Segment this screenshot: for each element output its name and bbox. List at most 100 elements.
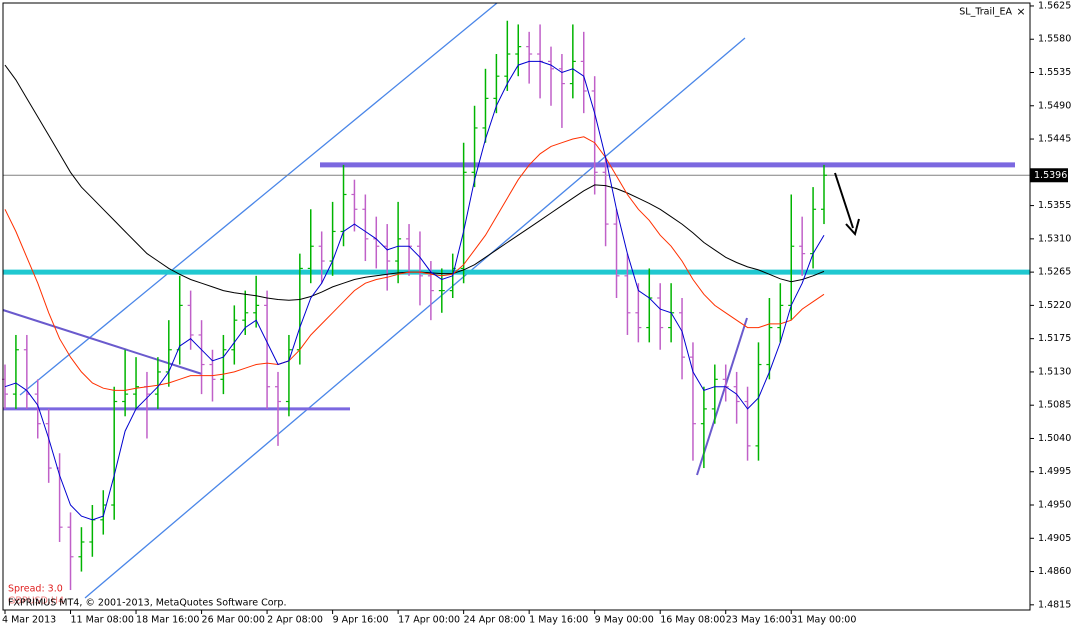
moving-average bbox=[4, 136, 825, 391]
y-tick-label: 1.5130 bbox=[1038, 366, 1071, 377]
price-bar bbox=[700, 386, 707, 469]
price-bar bbox=[111, 386, 118, 520]
price-bar bbox=[12, 334, 19, 409]
price-bar bbox=[657, 283, 664, 350]
last-price-box bbox=[1030, 168, 1068, 183]
price-bar bbox=[362, 194, 369, 262]
y-tick-label: 1.4905 bbox=[1038, 533, 1071, 544]
price-bar bbox=[799, 216, 806, 276]
copyright: FXPRIMUS MT4, © 2001-2013, MetaQuotes So… bbox=[8, 598, 286, 609]
channel-lower bbox=[84, 37, 746, 599]
price-bar bbox=[526, 31, 533, 84]
y-tick-label: 1.5490 bbox=[1038, 100, 1071, 111]
price-bar bbox=[285, 334, 292, 417]
price-bar bbox=[711, 364, 718, 424]
y-tick-label: 1.5085 bbox=[1038, 400, 1071, 411]
y-tick-label: 1.5535 bbox=[1038, 67, 1071, 78]
price-bar bbox=[307, 209, 314, 284]
price-bar bbox=[253, 275, 260, 328]
x-tick-label: 9 Apr 16:00 bbox=[333, 615, 389, 626]
price-bar bbox=[591, 76, 598, 195]
spread-text: Spread: 3.0 bbox=[8, 584, 63, 595]
indicator-label: SL_Trail_EA bbox=[959, 7, 1012, 18]
price-bar bbox=[635, 283, 642, 343]
price-bar bbox=[318, 231, 325, 284]
y-tick-label: 1.5175 bbox=[1038, 333, 1071, 344]
y-tick-label: 1.5265 bbox=[1038, 267, 1071, 278]
price-axis bbox=[1030, 0, 1071, 628]
y-tick-label: 1.4950 bbox=[1038, 500, 1071, 511]
x-tick-label: 16 May 08:00 bbox=[660, 615, 725, 626]
x-tick-label: 18 Mar 16:00 bbox=[136, 615, 199, 626]
price-bar bbox=[264, 290, 271, 409]
price-bar bbox=[154, 357, 161, 409]
trendline bbox=[696, 317, 748, 476]
y-tick-label: 1.4995 bbox=[1038, 466, 1071, 477]
x-tick-label: 4 Mar 2013 bbox=[2, 615, 56, 626]
y-tick-label: 1.5220 bbox=[1038, 300, 1071, 311]
price-bar bbox=[493, 54, 500, 114]
drawings bbox=[2, 2, 748, 599]
plot-border bbox=[2, 2, 1031, 611]
x-tick-label: 2 Apr 08:00 bbox=[267, 615, 323, 626]
close-icon[interactable]: × bbox=[1016, 5, 1025, 18]
x-tick-label: 9 May 00:00 bbox=[595, 615, 654, 626]
y-tick-label: 1.5580 bbox=[1038, 34, 1071, 45]
price-bar bbox=[504, 20, 511, 91]
price-bar bbox=[351, 179, 358, 232]
price-bar bbox=[231, 305, 238, 365]
x-tick-label: 26 Mar 00:00 bbox=[202, 615, 265, 626]
price-bar bbox=[613, 209, 620, 298]
price-bar bbox=[198, 320, 205, 395]
y-tick-label: 1.5310 bbox=[1038, 233, 1071, 244]
price-bar bbox=[78, 527, 85, 572]
x-tick-label: 17 Apr 00:00 bbox=[398, 615, 460, 626]
price-bar bbox=[471, 105, 478, 188]
x-tick-label: 23 May 16:00 bbox=[726, 615, 791, 626]
arrow-head bbox=[845, 218, 860, 237]
price-bar bbox=[624, 253, 631, 335]
price-bar bbox=[777, 283, 784, 343]
price-bar bbox=[122, 349, 129, 417]
price-bar bbox=[395, 201, 402, 284]
y-tick-label: 1.5445 bbox=[1038, 134, 1071, 145]
y-tick-label: 1.5625 bbox=[1038, 0, 1071, 11]
y-tick-label: 1.4860 bbox=[1038, 566, 1071, 577]
price-bar bbox=[689, 342, 696, 461]
y-tick-label: 1.5040 bbox=[1038, 433, 1071, 444]
symbol-text: GBPUSD,H4 bbox=[8, 596, 64, 607]
x-tick-label: 11 Mar 08:00 bbox=[71, 615, 134, 626]
price-bar bbox=[580, 31, 587, 114]
x-tick-label: 1 May 16:00 bbox=[529, 615, 588, 626]
price-bar bbox=[482, 68, 489, 143]
price-bar bbox=[384, 224, 391, 291]
price-bar bbox=[187, 290, 194, 350]
x-tick-label: 24 Apr 08:00 bbox=[464, 615, 526, 626]
y-tick-label: 1.5355 bbox=[1038, 200, 1071, 211]
y-tick-label: 1.4815 bbox=[1038, 599, 1071, 610]
price-bar bbox=[821, 164, 827, 225]
price-bar bbox=[679, 297, 686, 380]
arrow bbox=[834, 172, 854, 229]
price-bar bbox=[602, 157, 609, 247]
price-bar bbox=[755, 342, 762, 461]
price-bar bbox=[569, 24, 576, 99]
price-bar bbox=[34, 379, 41, 439]
price-bar bbox=[416, 231, 423, 306]
moving-average bbox=[4, 60, 825, 521]
x-tick-label: 31 May 00:00 bbox=[791, 615, 856, 626]
price-bar bbox=[733, 371, 740, 424]
price-bar bbox=[548, 46, 554, 106]
price-bar bbox=[460, 142, 467, 284]
price-bar bbox=[67, 512, 74, 591]
last-price-label: 1.5396 bbox=[1034, 170, 1067, 181]
price-bar bbox=[427, 261, 434, 321]
price-bar bbox=[766, 297, 773, 380]
price-bar bbox=[558, 54, 565, 128]
price-bar bbox=[45, 408, 52, 483]
price-bar bbox=[133, 357, 140, 409]
annotations: SL_Trail_EA × Spread: 3.0 GBPUSD,H4 FXPR… bbox=[2, 2, 1031, 611]
